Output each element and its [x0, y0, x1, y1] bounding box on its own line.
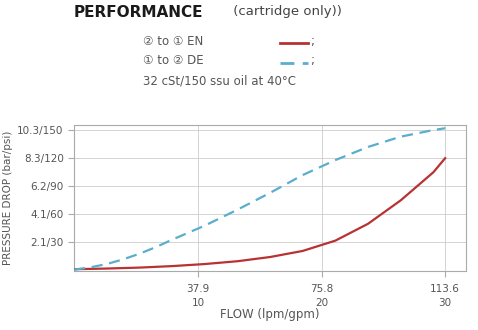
Text: ;: ;: [310, 35, 314, 48]
Y-axis label: PRESSURE DROP (bar/psi): PRESSURE DROP (bar/psi): [3, 131, 13, 265]
Text: 113.6: 113.6: [430, 284, 460, 294]
Text: 75.8: 75.8: [310, 284, 333, 294]
Text: (cartridge only)): (cartridge only)): [229, 5, 342, 18]
Text: FLOW (lpm/gpm): FLOW (lpm/gpm): [220, 308, 320, 321]
Text: 37.9: 37.9: [186, 284, 209, 294]
Text: 30: 30: [439, 298, 452, 308]
Text: 20: 20: [315, 298, 328, 308]
Text: PERFORMANCE: PERFORMANCE: [74, 5, 204, 20]
Text: ① to ② DE: ① to ② DE: [143, 54, 208, 67]
Text: 10: 10: [191, 298, 205, 308]
Text: 32 cSt/150 ssu oil at 40°C: 32 cSt/150 ssu oil at 40°C: [143, 74, 296, 87]
Text: ;: ;: [310, 54, 314, 67]
Text: ② to ① EN: ② to ① EN: [143, 35, 207, 48]
